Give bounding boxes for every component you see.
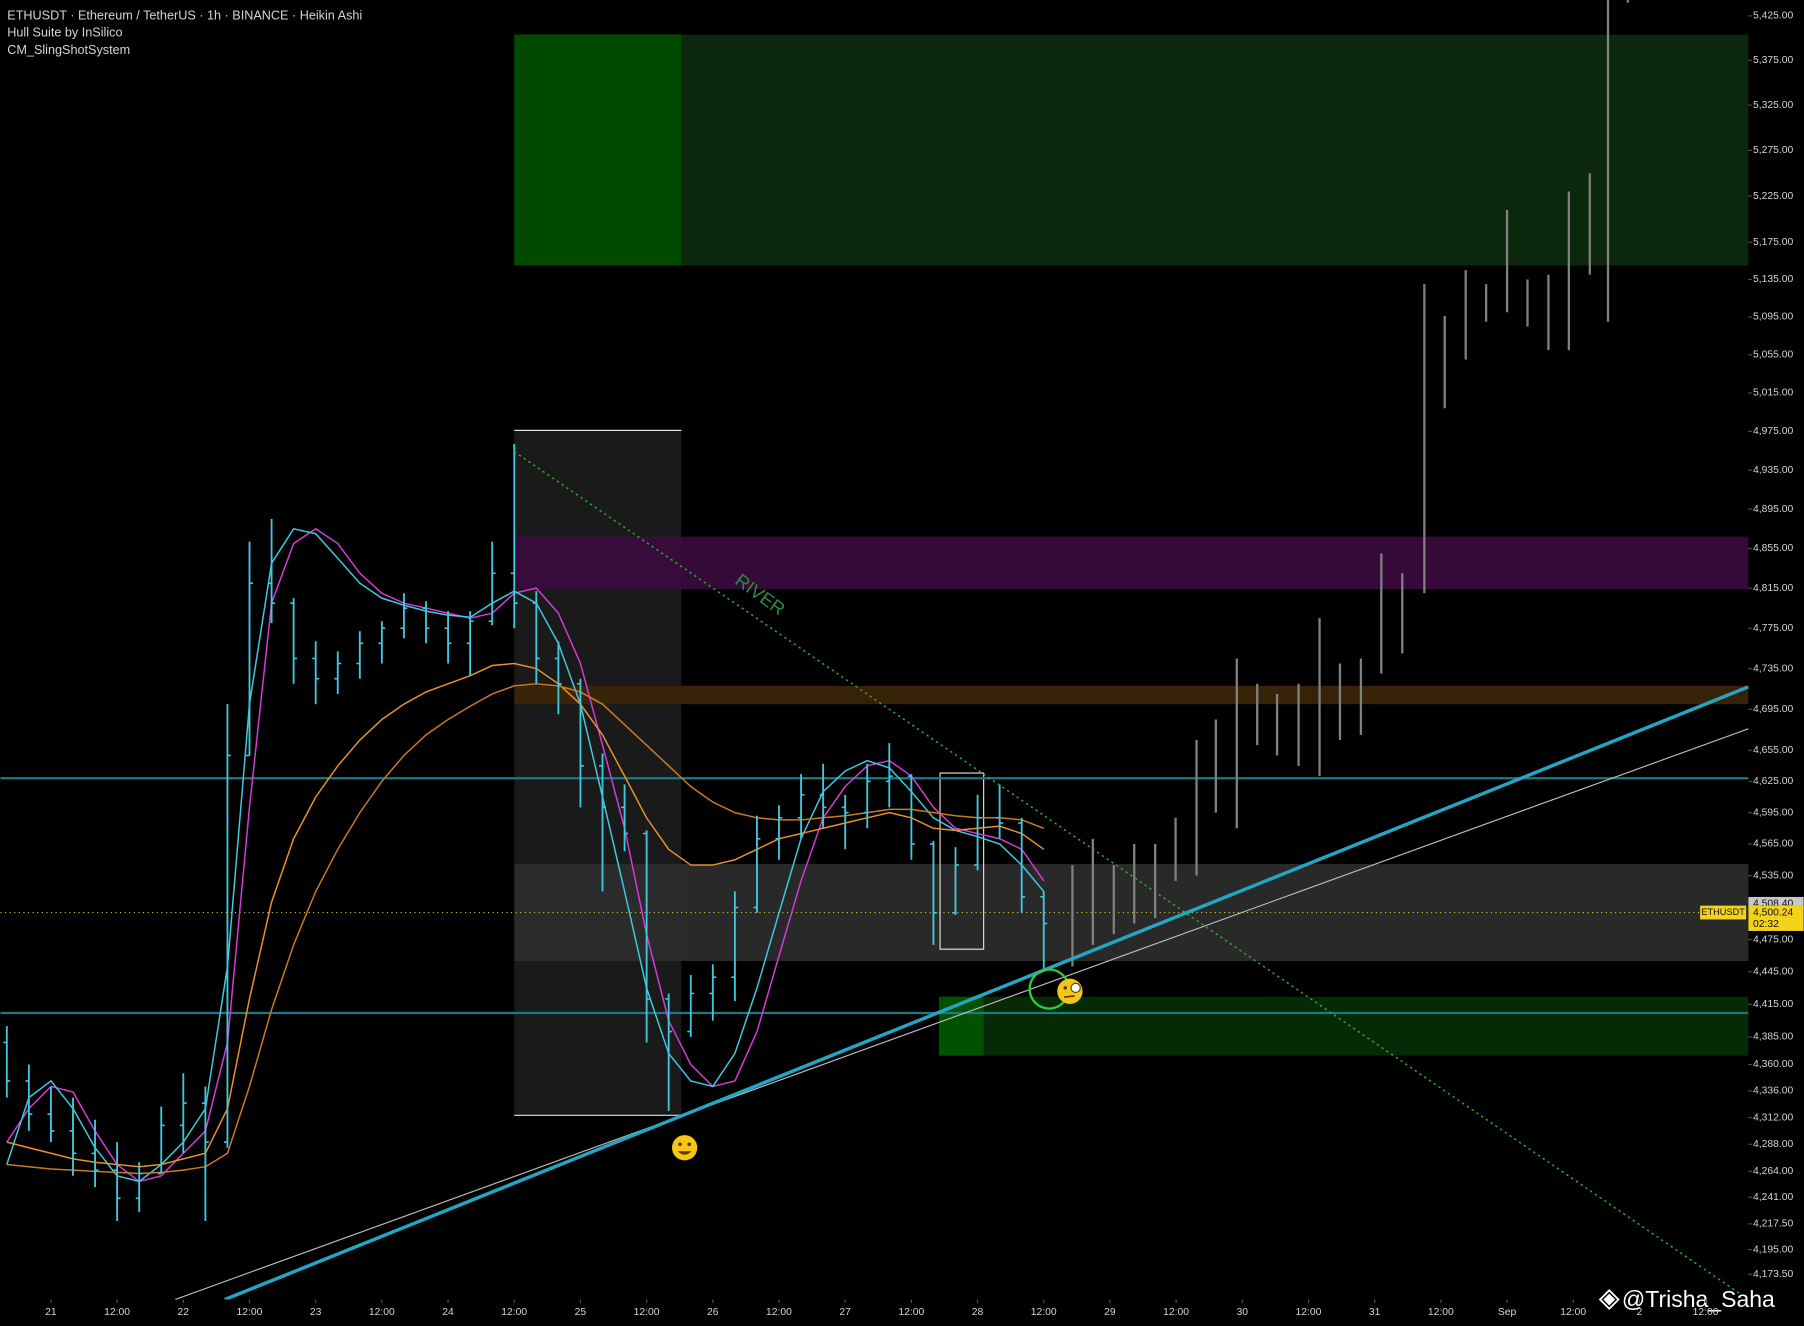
zone [514,536,1749,590]
y-tick-label: 4,445.00 [1753,967,1794,978]
zone [938,996,1749,1056]
prior-price-label: 4,508.40 [1753,899,1794,910]
x-tick-label: 12:00 [634,1307,660,1318]
y-tick-label: 4,535.00 [1753,870,1794,881]
x-tick-label: 22 [178,1307,190,1318]
y-tick-label: 4,775.00 [1753,623,1794,634]
y-tick-label: 4,655.00 [1753,745,1794,756]
y-tick-label: 4,975.00 [1753,426,1794,437]
x-tick-label: Sep [1498,1307,1517,1318]
countdown: 02:32 [1753,919,1779,930]
x-tick-label: 24 [442,1307,454,1318]
y-tick-label: 4,565.00 [1753,839,1794,850]
symbol-tag [1700,905,1747,920]
trendline [513,451,1740,1294]
trendline [174,728,1749,1300]
indicator-line [6,662,1045,1168]
zone-block [938,996,984,1056]
y-tick-label: 4,595.00 [1753,807,1794,818]
y-tick-label: 4,935.00 [1753,465,1794,476]
y-tick-label: 5,275.00 [1753,145,1794,156]
y-tick-label: 5,135.00 [1753,274,1794,285]
y-tick-label: 4,360.00 [1753,1059,1794,1070]
y-tick-label: 4,625.00 [1753,776,1794,787]
x-tick-label: 2 [1637,1307,1643,1318]
last-price-tag [1748,905,1804,931]
chart-title: ETHUSDT · Ethereum / TetherUS · 1h · BIN… [7,8,362,22]
emoji-monocle [1057,978,1083,1004]
y-tick-label: 4,312.00 [1753,1112,1794,1123]
indicator-line [6,683,1045,1175]
y-tick-label: 4,415.00 [1753,999,1794,1010]
indicator-line [6,527,1045,1183]
y-tick-label: 5,375.00 [1753,55,1794,66]
price-axis: 5,425.00 5,375.00 5,325.00 5,275.00 5,225.00… [45,11,1804,1318]
x-tick-label: 12:00 [766,1307,792,1318]
y-tick-label: 5,095.00 [1753,312,1794,323]
x-tick-label: 12:00 [898,1307,924,1318]
y-tick-label: 4,336.00 [1753,1086,1794,1097]
zone [514,685,1749,705]
y-tick-label: 4,475.00 [1753,934,1794,945]
x-tick-label: 31 [1369,1307,1381,1318]
zone [514,864,1749,962]
y-tick-label: 4,264.00 [1753,1166,1794,1177]
x-tick-label: 12:00 [1163,1307,1189,1318]
y-tick-label: 4,695.00 [1753,704,1794,715]
emoji-smile [671,1135,698,1161]
x-tick-label: 25 [575,1307,587,1318]
y-tick-label: 4,895.00 [1753,504,1794,515]
plot-area [0,0,1749,1300]
y-tick-label: 4,855.00 [1753,543,1794,554]
x-tick-label: 12:00 [369,1307,395,1318]
x-tick-label: 12:00 [237,1307,263,1318]
y-tick-label: 5,175.00 [1753,237,1794,248]
x-tick-label: 29 [1104,1307,1116,1318]
x-tick-label: 21 [45,1307,57,1318]
x-tick-label: 12:00 [1296,1307,1322,1318]
x-tick-label: 12:00 [1693,1307,1719,1318]
x-tick-label: 23 [310,1307,322,1318]
y-tick-label: 5,015.00 [1753,388,1794,399]
x-tick-label: 27 [839,1307,851,1318]
last-price-label: 4,500.24 [1753,907,1794,918]
indicator-label: Hull Suite by InSilico [7,26,122,40]
y-tick-label: 5,055.00 [1753,350,1794,361]
y-tick-label: 4,385.00 [1753,1032,1794,1043]
outline-box [939,772,985,950]
symbol-label: ETHUSDT [1701,907,1745,917]
y-tick-label: 4,241.00 [1753,1192,1794,1203]
x-tick-label: 12:00 [1560,1307,1586,1318]
overlay: RIVER @Trisha_Saha [671,569,1775,1312]
watermark-logo [1598,1289,1620,1311]
x-tick-label: 30 [1237,1307,1249,1318]
x-tick-label: 12:00 [1031,1307,1057,1318]
indicator-label: CM_SlingShotSystem [7,43,130,57]
x-tick-label: 12:00 [104,1307,130,1318]
x-tick-label: 12:00 [1428,1307,1454,1318]
watermark: @Trisha_Saha [1622,1286,1775,1312]
y-tick-label: 4,173.50 [1753,1269,1794,1280]
x-tick-label: 28 [972,1307,984,1318]
trendline [224,685,1749,1300]
y-tick-label: 4,815.00 [1753,583,1794,594]
zone-block [514,34,682,266]
y-tick-label: 4,217.50 [1753,1219,1794,1230]
y-tick-label: 5,425.00 [1753,11,1794,22]
y-tick-label: 5,325.00 [1753,100,1794,111]
y-tick-label: 4,735.00 [1753,663,1794,674]
y-tick-label: 4,288.00 [1753,1139,1794,1150]
indicator-line [6,527,1045,1183]
zone [514,34,1749,266]
y-tick-label: 5,225.00 [1753,191,1794,202]
x-tick-label: 12:00 [501,1307,527,1318]
x-tick-label: 26 [707,1307,719,1318]
y-tick-label: 4,195.00 [1753,1244,1794,1255]
